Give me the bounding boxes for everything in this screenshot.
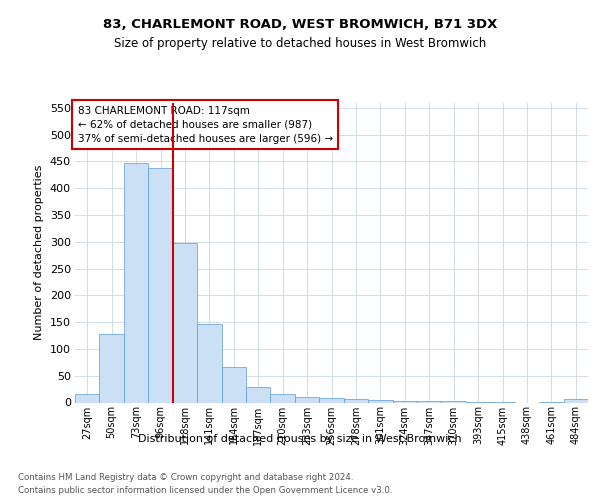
- Text: 83 CHARLEMONT ROAD: 117sqm
← 62% of detached houses are smaller (987)
37% of sem: 83 CHARLEMONT ROAD: 117sqm ← 62% of deta…: [77, 106, 332, 144]
- Bar: [563, 400, 588, 402]
- Bar: [319, 398, 344, 402]
- Text: Contains HM Land Registry data © Crown copyright and database right 2024.: Contains HM Land Registry data © Crown c…: [18, 472, 353, 482]
- Bar: [271, 394, 295, 402]
- Text: 83, CHARLEMONT ROAD, WEST BROMWICH, B71 3DX: 83, CHARLEMONT ROAD, WEST BROMWICH, B71 …: [103, 18, 497, 30]
- Text: Size of property relative to detached houses in West Bromwich: Size of property relative to detached ho…: [114, 38, 486, 51]
- Bar: [295, 397, 319, 402]
- Text: Contains public sector information licensed under the Open Government Licence v3: Contains public sector information licen…: [18, 486, 392, 495]
- Bar: [368, 400, 392, 402]
- Bar: [75, 394, 100, 402]
- Bar: [197, 324, 221, 402]
- Y-axis label: Number of detached properties: Number of detached properties: [34, 165, 44, 340]
- Bar: [124, 163, 148, 402]
- Bar: [344, 399, 368, 402]
- Bar: [148, 168, 173, 402]
- Bar: [100, 334, 124, 402]
- Bar: [173, 243, 197, 402]
- Text: Distribution of detached houses by size in West Bromwich: Distribution of detached houses by size …: [138, 434, 462, 444]
- Bar: [246, 387, 271, 402]
- Bar: [392, 401, 417, 402]
- Bar: [221, 366, 246, 402]
